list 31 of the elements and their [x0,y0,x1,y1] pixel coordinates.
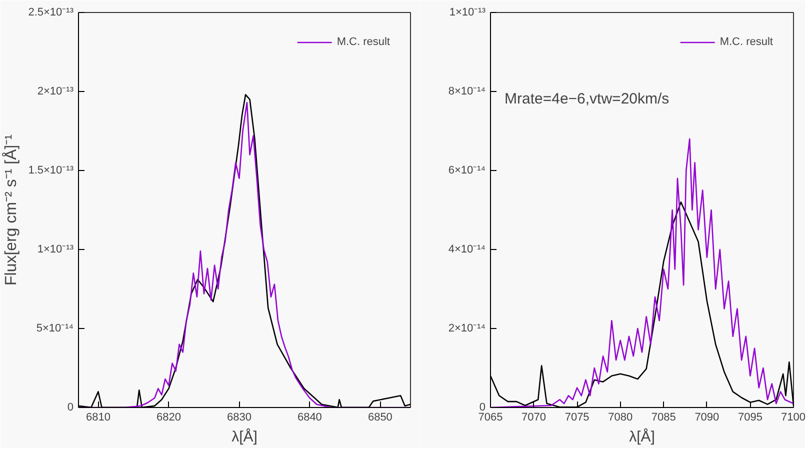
y-tick-label: 4×10⁻¹⁴ [448,244,486,256]
x-tick-label: 7085 [651,412,676,424]
legend-label: M.C. result [720,36,773,48]
y-tick-label: 2.5×10⁻¹³ [28,6,74,18]
x-tick-label: 7080 [608,412,633,424]
y-tick-label: 6×10⁻¹⁴ [448,164,486,176]
x-axis-title: λ[Å] [232,428,258,446]
y-tick-label: 1.5×10⁻¹³ [28,164,74,176]
x-tick-label: 6840 [297,412,322,424]
y-axis-title: Flux[erg cm⁻² s⁻¹ [Å]⁻¹ [2,134,20,286]
x-tick-label: 7090 [694,412,720,424]
x-tick-label: 6850 [368,412,392,424]
y-tick-label: 5×10⁻¹⁴ [36,322,74,334]
x-tick-label: 7075 [564,412,590,424]
y-tick-label: 2×10⁻¹³ [37,86,74,98]
legend-label: M.C. result [336,36,390,48]
y-tick-label: 1×10⁻¹³ [37,244,74,256]
y-tick-label: 1×10⁻¹³ [449,6,486,18]
y-tick-label: 8×10⁻¹⁴ [448,86,486,98]
x-tick-label: 7070 [522,412,546,424]
x-tick-label: 7100 [781,412,806,424]
x-tick-label: 6830 [226,412,252,424]
x-tick-label: 7065 [478,412,503,424]
x-axis-title: λ[Å] [629,428,655,446]
y-tick-label: 2×10⁻¹⁴ [448,322,486,334]
y-tick-label: 0 [67,402,74,414]
x-tick-label: 7095 [738,412,762,424]
annotation: Mrate=4e−6,vtw=20km/s [504,90,670,108]
x-tick-label: 6810 [86,412,110,424]
x-tick-label: 6820 [156,412,181,424]
y-tick-label: 0 [479,402,486,414]
